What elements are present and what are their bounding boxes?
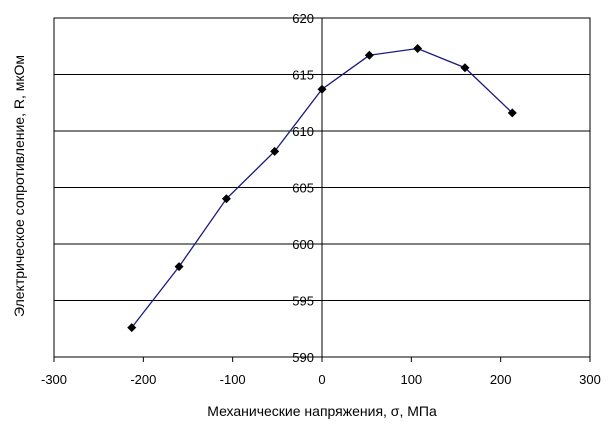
x-tick-label: -300 — [41, 372, 67, 387]
axes — [53, 17, 591, 362]
data-point-marker — [507, 108, 517, 118]
data-point-marker — [317, 84, 327, 94]
x-tick-label: 0 — [318, 372, 325, 387]
x-tick-label: 300 — [579, 372, 601, 387]
data-point-marker — [127, 323, 137, 333]
y-tick-label: 615 — [292, 68, 314, 83]
y-tick-label: 605 — [292, 181, 314, 196]
x-tick-label: 200 — [490, 372, 512, 387]
x-tick-label: -100 — [220, 372, 246, 387]
data-point-marker — [174, 262, 184, 272]
data-point-marker — [221, 194, 231, 204]
y-tick-label: 595 — [292, 294, 314, 309]
data-point-marker — [413, 44, 423, 54]
tick-labels: 590 595 600 605 610 615 620 -300 -200 -100 0 100 200… — [41, 11, 601, 387]
data-point-marker — [364, 50, 374, 60]
y-tick-label: 610 — [292, 124, 314, 139]
data-point-marker — [270, 146, 280, 156]
y-tick-label: 620 — [292, 11, 314, 26]
x-axis-title: Механические напряжения, σ, МПа — [207, 403, 437, 419]
data-series — [127, 44, 517, 333]
y-tick-label: 590 — [292, 350, 314, 365]
y-axis-title: Электрическое сопротивление, R, мкОм — [11, 55, 27, 317]
x-tick-label: 100 — [400, 372, 422, 387]
y-tick-label: 600 — [292, 237, 314, 252]
data-point-marker — [460, 63, 470, 73]
x-tick-label: -200 — [130, 372, 156, 387]
